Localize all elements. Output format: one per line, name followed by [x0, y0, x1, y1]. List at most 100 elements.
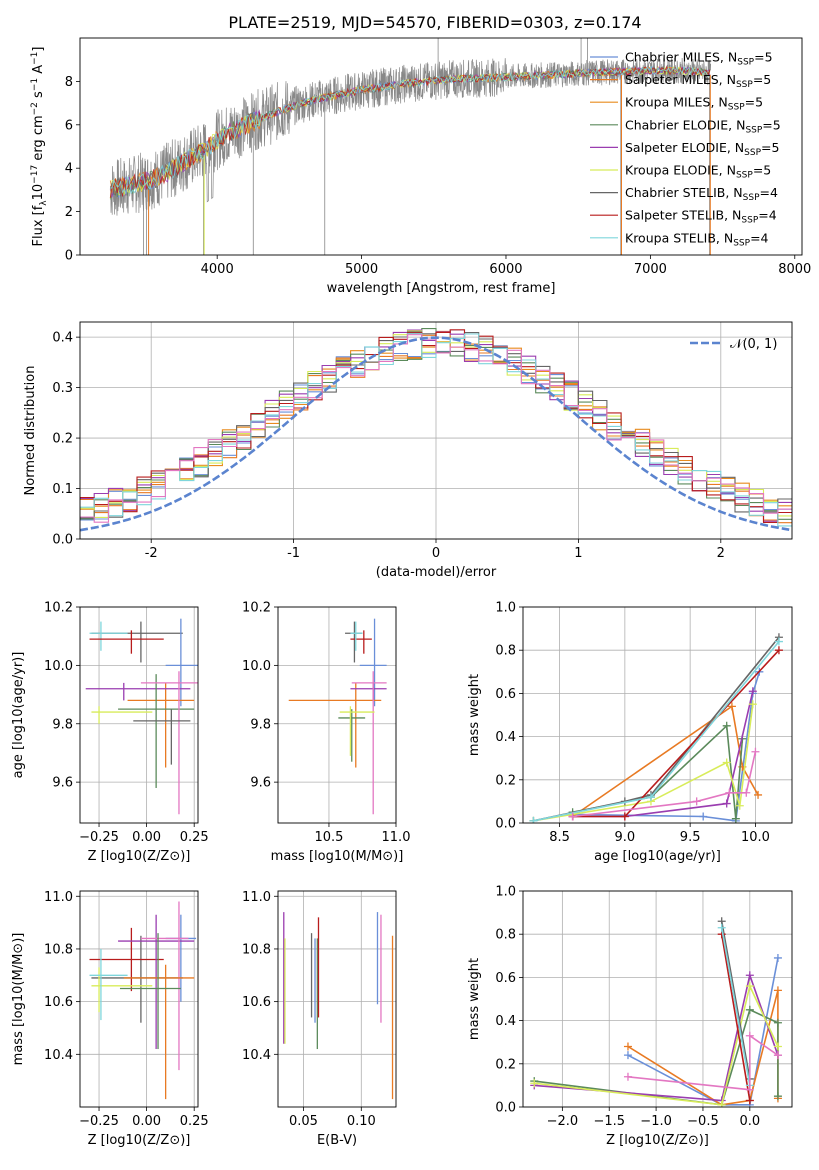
x-tick-label: 8000	[778, 262, 811, 277]
y-tick-label: 0.2	[495, 1057, 516, 1072]
y-tick-label: 10.4	[242, 1048, 271, 1063]
y-tick-label: 2	[65, 205, 73, 220]
x-tick-label: 2	[717, 546, 725, 561]
weight-marker	[748, 700, 757, 709]
legend-label: Kroupa ELODIE, NSSP=5	[625, 163, 771, 181]
weight-marker	[745, 1005, 754, 1014]
weight-marker	[727, 702, 736, 711]
model-spectrum-salpeter_stelib	[109, 65, 711, 198]
axes-frame	[79, 890, 199, 1108]
plot-area	[89, 901, 197, 1100]
x-tick-label: 0.00	[132, 1114, 161, 1129]
x-tick-label: −1.0	[640, 1114, 672, 1129]
weight-marker	[745, 1096, 754, 1105]
normal-curve	[80, 336, 790, 532]
y-tick-label: 0.0	[495, 817, 516, 832]
x-tick-label: 11.0	[382, 830, 411, 845]
weight-marker	[745, 1031, 754, 1040]
y-axis-label: age [log10(age/yr)]	[11, 652, 26, 779]
legend-label: Kroupa STELIB, NSSP=4	[625, 230, 769, 248]
x-tick-label: 0.25	[180, 830, 209, 845]
y-tick-label: 1.0	[495, 885, 516, 900]
x-axis-label: mass [log10(M/M⊙)]	[271, 849, 404, 864]
weight-line-chabrier_miles	[572, 671, 761, 822]
y-axis-label: mass [log10(M/M⊙)]	[11, 933, 26, 1066]
weight-marker	[745, 1085, 754, 1094]
weight-marker	[725, 788, 734, 797]
weight-marker	[722, 799, 731, 808]
x-tick-label: 0.00	[132, 830, 161, 845]
weight-marker	[773, 1051, 782, 1060]
y-tick-label: 10.8	[242, 942, 271, 957]
axes-frame	[522, 890, 793, 1108]
weight-marker	[773, 1018, 782, 1027]
y-axis-label: Normed distribution	[23, 366, 38, 496]
residuals-panel: -2 -1 0 1 2 0.0 0.1 0.2 0.3 0.4 (data-model)/error…	[23, 321, 793, 580]
y-tick-label: 0.4	[495, 1014, 516, 1029]
y-tick-label: 0.0	[495, 1101, 516, 1116]
x-tick-label: 6000	[489, 262, 522, 277]
axes-frame	[79, 321, 793, 540]
y-tick-label: 10.4	[44, 1048, 73, 1063]
x-tick-label: −0.25	[79, 830, 119, 845]
x-tick-label: 0.05	[289, 1114, 318, 1129]
weight-marker	[745, 982, 754, 991]
weight-line-salpeter_miles	[572, 705, 759, 818]
y-tick-label: 0.1	[52, 482, 73, 497]
weight-line-kroupa_elodie	[533, 704, 754, 822]
model-spectrum-kroupa_stelib	[110, 65, 711, 195]
y-tick-label: 10.2	[242, 601, 271, 616]
histogram-salpeter_stelib	[80, 329, 792, 523]
legend-label: Chabrier MILES, NSSP=5	[625, 50, 773, 68]
weight-marker	[568, 812, 577, 821]
plot-area	[80, 328, 792, 532]
histogram-pink	[80, 334, 792, 523]
x-tick-label: 9.5	[680, 830, 701, 845]
y-tick-label: 0.3	[52, 381, 73, 396]
x-axis-label: E(B-V)	[317, 1133, 357, 1148]
x-tick-label: 1	[574, 546, 582, 561]
age-vs-mass-panel: 10.5 11.0 9.6 9.8 10.0 10.2 mass [log10(M/M⊙)]	[242, 601, 410, 865]
weight-marker	[773, 1092, 782, 1101]
legend-label: Salpeter MILES, NSSP=5	[625, 72, 771, 90]
weight-line-kroupa_stelib	[720, 927, 751, 1086]
weight-marker	[754, 790, 763, 799]
y-tick-label: 0.4	[52, 331, 73, 346]
y-tick-label: 0.8	[495, 928, 516, 943]
x-tick-label: 0.25	[180, 1114, 209, 1129]
weight-marker	[731, 814, 740, 823]
weight-marker	[623, 1072, 632, 1081]
weight-marker	[529, 816, 538, 823]
y-tick-label: 9.8	[52, 717, 73, 732]
x-tick-label: 0.0	[739, 1114, 760, 1129]
weight-marker	[722, 721, 731, 730]
plot-area	[529, 633, 783, 823]
x-tick-label: -1	[287, 546, 300, 561]
y-tick-label: 11.0	[44, 890, 73, 905]
y-tick-label: 10.2	[44, 601, 73, 616]
weight-marker	[646, 793, 655, 802]
legend-label: Chabrier STELIB, NSSP=4	[625, 185, 778, 203]
x-tick-label: -2	[145, 546, 158, 561]
weight-marker	[751, 747, 760, 756]
axes-frame	[277, 890, 397, 1108]
spectrum-panel: 4000 5000 6000 7000 8000 0 2 4 6 8 wavelength [Ang…	[30, 37, 811, 296]
y-tick-label: 0.4	[495, 730, 516, 745]
y-axis-label: Flux [fλ10−17 erg cm−2 s−1 A−1]	[30, 47, 49, 247]
y-tick-label: 6	[65, 118, 73, 133]
weight-marker	[774, 637, 783, 646]
legend-label: Salpeter ELODIE, NSSP=5	[625, 140, 779, 158]
y-tick-label: 0	[65, 249, 73, 264]
plot-area	[283, 912, 394, 1100]
weight-marker	[623, 1051, 632, 1060]
y-tick-label: 0.2	[52, 432, 73, 447]
legend-label: Chabrier ELODIE, NSSP=5	[625, 117, 781, 135]
weight-marker	[623, 1042, 632, 1051]
x-tick-label: 0	[432, 546, 440, 561]
x-axis-label: Z [log10(Z/Z⊙)]	[88, 1133, 191, 1148]
y-tick-label: 11.0	[242, 890, 271, 905]
y-tick-label: 0.6	[495, 971, 516, 986]
mass-vs-z-panel: −0.25 0.00 0.25 10.4 10.6 10.8 11.0 Z [log10(Z/…	[11, 890, 209, 1148]
x-axis-label: age [log10(age/yr)]	[594, 849, 721, 864]
